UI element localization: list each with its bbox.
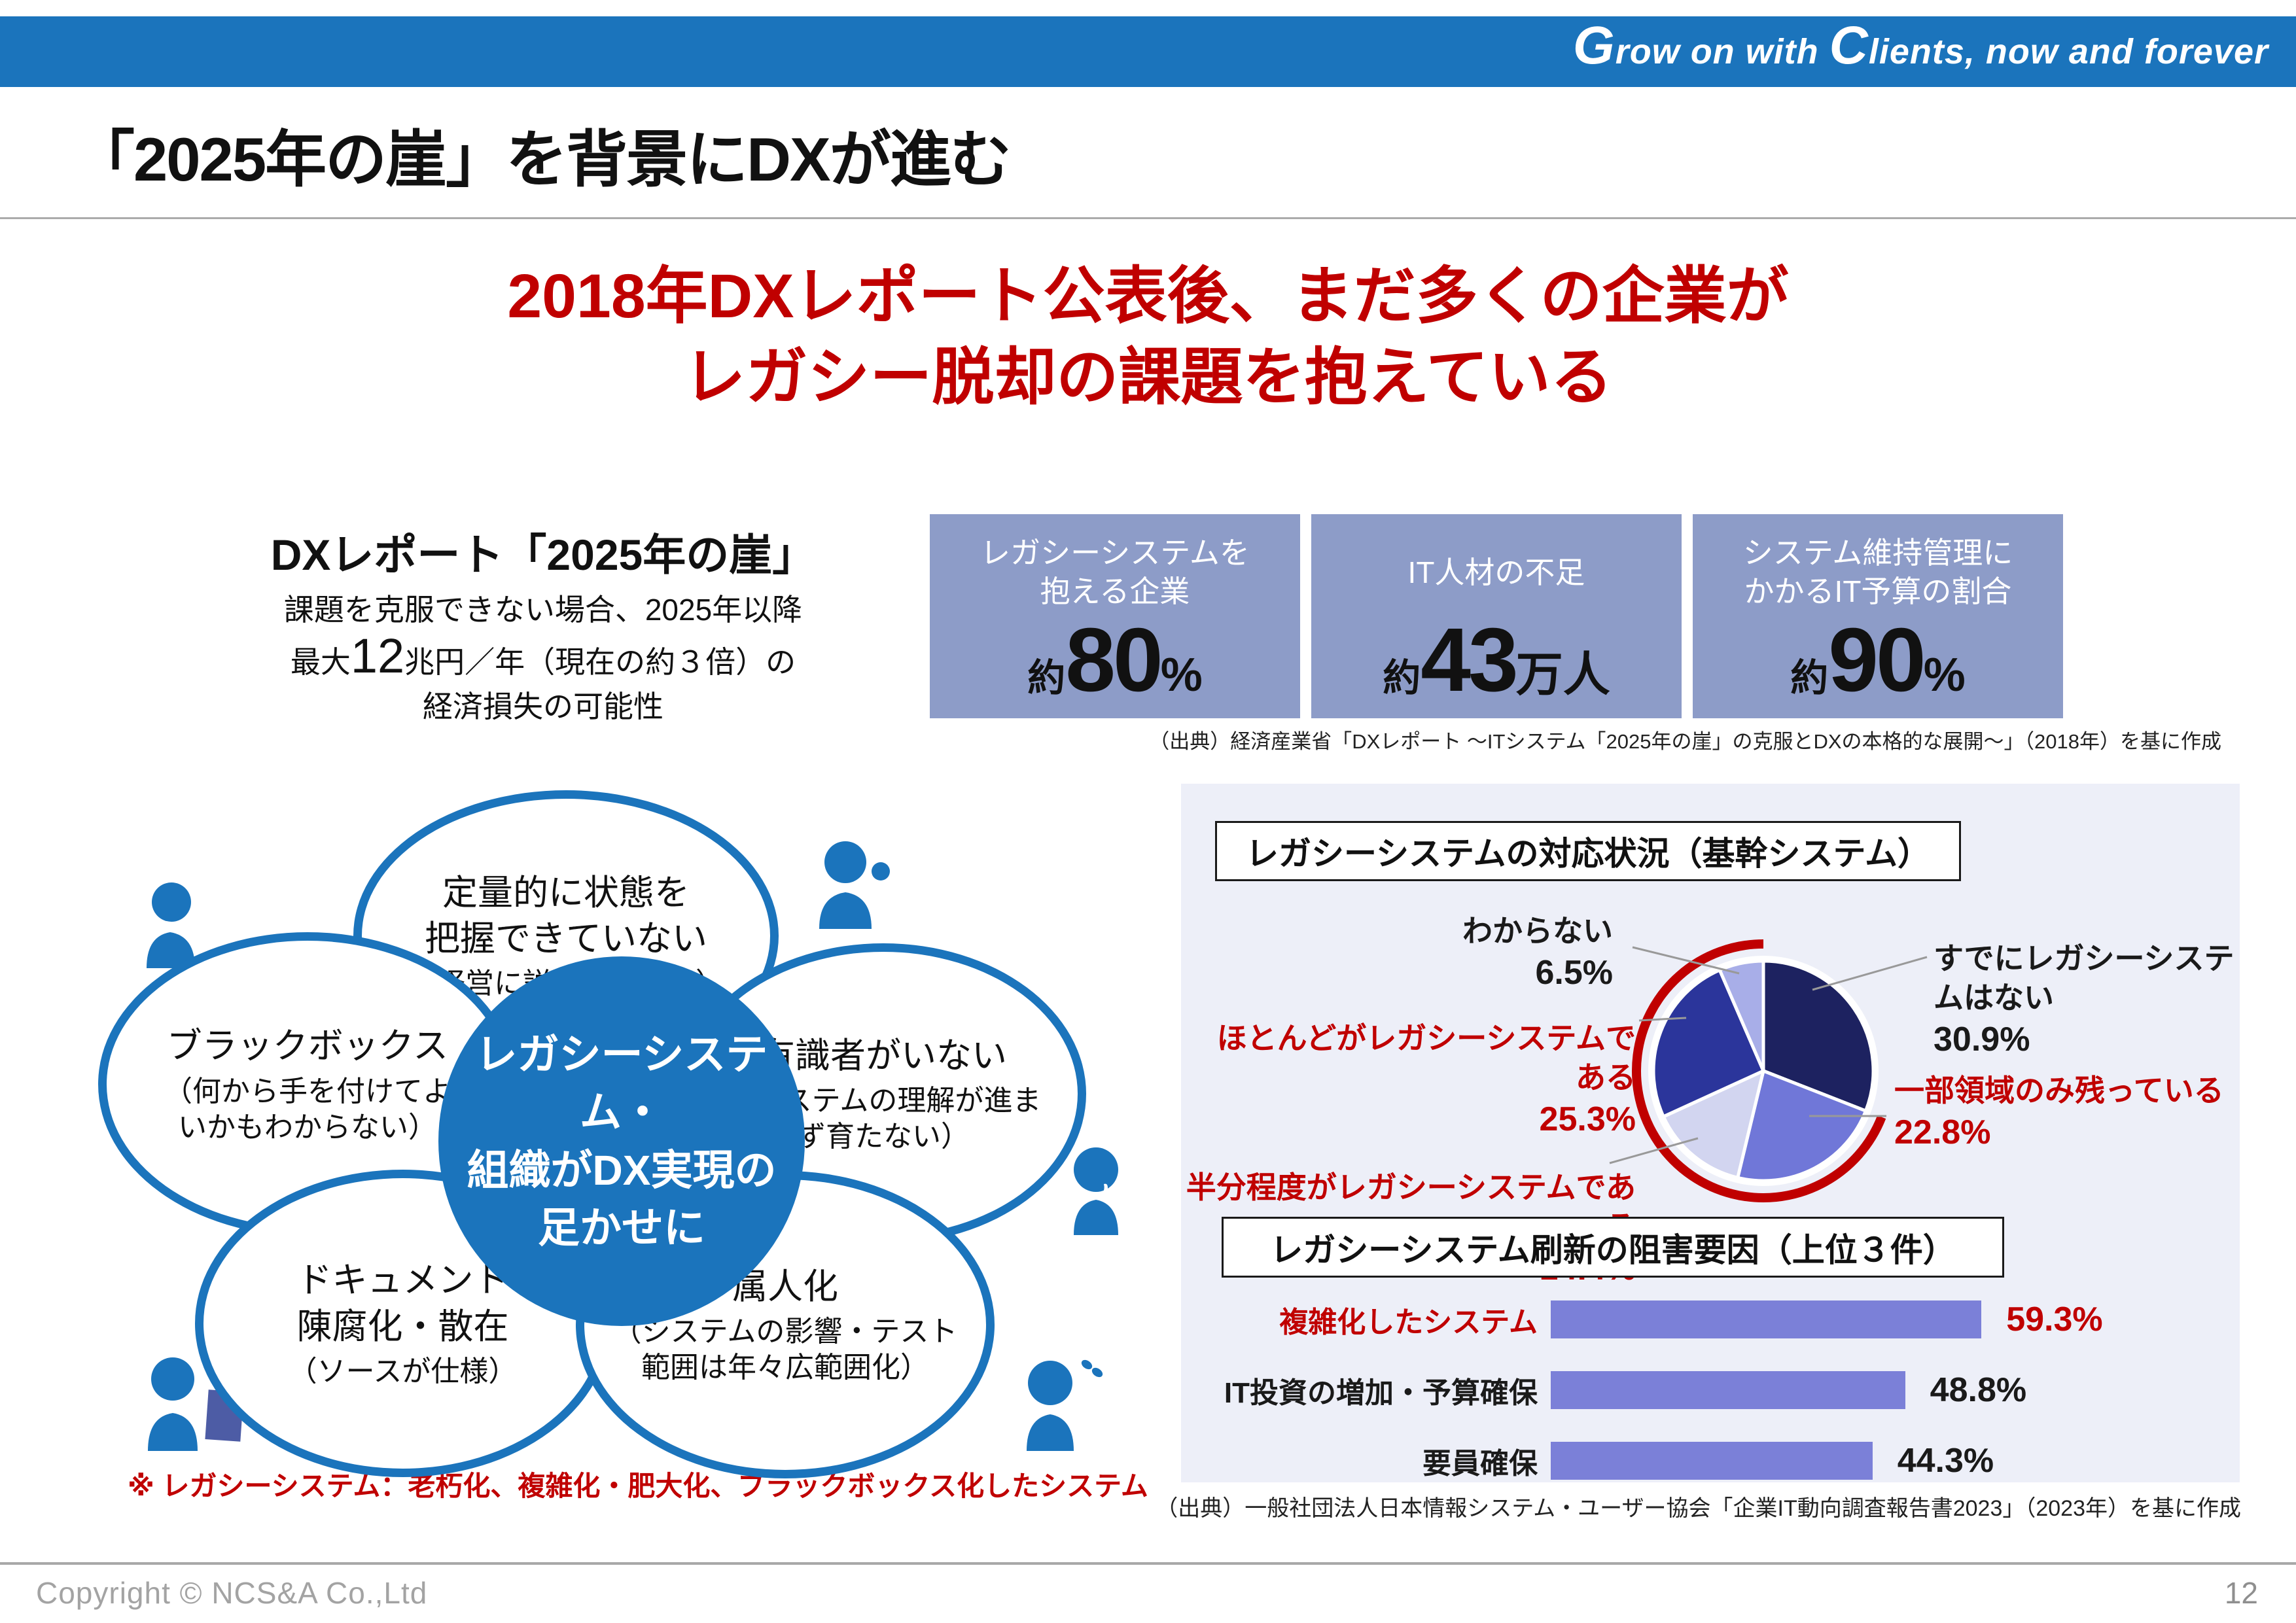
stat-box-it-shortage: IT人材の不足 約 43 万人 bbox=[1311, 514, 1682, 718]
stat-value: 43 bbox=[1421, 610, 1518, 710]
pie-label-name: ほとんどがレガシーシステムである bbox=[1216, 1021, 1636, 1094]
pie-label-no-legacy: すでにレガシーシステムはない 30.9% bbox=[1934, 939, 2241, 1062]
source-citation-juas: （出典）一般社団法人日本情報システム・ユーザー協会「企業IT動向調査報告書202… bbox=[1156, 1496, 2241, 1521]
survey-panel: レガシーシステムの対応状況（基幹システム） わからない 6.5% すでにレガシー… bbox=[1181, 784, 2240, 1482]
pie-slice-3 bbox=[1651, 968, 1765, 1119]
footer-divider bbox=[0, 1562, 2296, 1565]
title-divider bbox=[0, 217, 2296, 219]
brand-tagline-rest2: lients, now and forever bbox=[1868, 32, 2269, 71]
footer-copyright: Copyright © NCS&A Co.,Ltd bbox=[36, 1576, 428, 1610]
petal-title: 定量的に状態を 把握できていない bbox=[425, 873, 707, 958]
page-title: 「2025年の崖」を背景にDXが進む bbox=[73, 125, 1012, 194]
page-number: 12 bbox=[2224, 1576, 2258, 1610]
petal-title: 属人化 bbox=[732, 1266, 838, 1306]
dx-line2-big-number: 12 bbox=[350, 629, 405, 684]
stat-heading: レガシーシステムを 抱える企業 bbox=[980, 536, 1250, 608]
brand-tagline-g: G bbox=[1572, 16, 1616, 75]
dx-report-heading: DXレポート「2025年の崖」 bbox=[270, 531, 816, 579]
bar-value-label: 59.3% bbox=[2006, 1300, 2103, 1338]
pie-label-partial-legacy: 一部領域のみ残っている 22.8% bbox=[1894, 1072, 2234, 1155]
dx-report-line2: 最大12兆円／年（現在の約３倍）の bbox=[141, 632, 945, 684]
pie-slice-1 bbox=[1736, 1069, 1867, 1183]
bar-value-label: 48.8% bbox=[1930, 1371, 2027, 1409]
legacy-flower-diagram: 定量的に状態を 把握できていない （経営に説明できない） ブラックボックス （何… bbox=[98, 772, 1158, 1511]
stat-boxes: レガシーシステムを 抱える企業 約 80% IT人材の不足 約 43 万人 システム維… bbox=[930, 514, 2063, 718]
bar-row-complex-system: 複雑化したシステム 59.3% bbox=[1181, 1300, 2240, 1338]
pie-outline-ring bbox=[1648, 956, 1879, 1186]
bar-row-it-budget: IT投資の増加・予算確保 48.8% bbox=[1181, 1371, 2240, 1409]
pie-slice-0 bbox=[1761, 959, 1875, 1113]
bar-category-label: 要員確保 bbox=[1422, 1448, 1538, 1480]
person-icon bbox=[1011, 1353, 1109, 1451]
stat-box-it-budget: システム維持管理に かかるIT予算の割合 約 90% bbox=[1693, 514, 2063, 718]
petal-title: ブラックボックス bbox=[166, 1026, 449, 1066]
person-icon bbox=[137, 880, 203, 968]
stat-prefix: 約 bbox=[1383, 657, 1421, 699]
bar bbox=[1551, 1371, 1905, 1409]
stat-number: 約 80% bbox=[1027, 615, 1203, 705]
pie-label-unknown: わからない 6.5% bbox=[1351, 912, 1613, 995]
pie-label-value: 22.8% bbox=[1894, 1113, 1991, 1151]
dx-line2-pre: 最大 bbox=[290, 645, 351, 680]
brand-bar: Grow on with Clients, now and forever bbox=[0, 16, 2296, 87]
stat-heading: システム維持管理に かかるIT予算の割合 bbox=[1742, 536, 2013, 608]
dx-report-line1: 課題を克服できない場合、2025年以降 bbox=[283, 593, 803, 627]
headline-line1: 2018年DXレポート公表後、まだ多くの企業が bbox=[507, 262, 1789, 331]
pie-label-name: 一部領域のみ残っている bbox=[1894, 1073, 2224, 1108]
brand-tagline: Grow on with Clients, now and forever bbox=[1573, 19, 2269, 73]
dx-line2-post: 兆円／年（現在の約３倍）の bbox=[404, 645, 796, 680]
brand-tagline-rest1: row on with bbox=[1615, 32, 1829, 71]
stat-value: 90 bbox=[1828, 610, 1926, 710]
bar-row-staffing: 要員確保 44.3% bbox=[1181, 1442, 2240, 1480]
person-icon bbox=[1063, 1143, 1135, 1235]
stat-value: 80 bbox=[1065, 610, 1163, 710]
pie-label-name: わからない bbox=[1462, 914, 1613, 948]
bar-category-label: 複雑化したシステム bbox=[1279, 1306, 1538, 1338]
pie-leader-lines bbox=[1609, 946, 1928, 1164]
stat-suffix: % bbox=[1923, 649, 1966, 701]
source-citation-meti: （出典）経済産業省「DXレポート ～ITシステム「2025年の崖」の克服とDXの… bbox=[1149, 730, 2221, 753]
bar-value-label: 44.3% bbox=[1897, 1442, 1994, 1480]
pie-label-name: すでにレガシーシステムはない bbox=[1934, 941, 2234, 1015]
bar bbox=[1551, 1300, 1982, 1338]
brand-tagline-c: C bbox=[1829, 16, 1869, 75]
stat-suffix: 万人 bbox=[1515, 649, 1610, 701]
petal-title: ドキュメント 陳腐化・散在 bbox=[296, 1261, 509, 1346]
pie-slice-4 bbox=[1718, 959, 1765, 1073]
bar-category-label: IT投資の増加・予算確保 bbox=[1224, 1377, 1538, 1409]
bar-chart-title: レガシーシステム刷新の阻害要因（上位３件） bbox=[1222, 1217, 2004, 1278]
petal-note: （ソースが仕様） bbox=[288, 1355, 518, 1387]
legacy-definition-note: ※ レガシーシステム：老朽化、複雑化・肥大化、ブラックボックス化したシステム bbox=[128, 1471, 1148, 1501]
stat-heading: IT人材の不足 bbox=[1407, 555, 1585, 589]
bar bbox=[1551, 1442, 1873, 1480]
petal-note: （何から手を付けてよ いかもわからない） bbox=[164, 1075, 451, 1143]
stat-number: 約 90% bbox=[1790, 615, 1966, 705]
obstacle-bar-chart: 複雑化したシステム 59.3% IT投資の増加・予算確保 48.8% 要員確保 … bbox=[1181, 1300, 2240, 1480]
pie-label-value: 25.3% bbox=[1539, 1100, 1636, 1138]
stat-prefix: 約 bbox=[1790, 657, 1829, 699]
stat-number: 約 43 万人 bbox=[1383, 615, 1610, 705]
stat-prefix: 約 bbox=[1027, 657, 1066, 699]
headline-line2: レガシー脱却の課題を抱えている bbox=[683, 342, 1613, 412]
dx-report-line3: 経済損失の可能性 bbox=[423, 689, 663, 724]
flower-center-label: レガシーシステム・ 組織がDX実現の 足かせに bbox=[438, 956, 805, 1326]
dx-report-body: 課題を克服できない場合、2025年以降 最大12兆円／年（現在の約３倍）の 経済… bbox=[141, 587, 945, 729]
headline: 2018年DXレポート公表後、まだ多くの企業が レガシー脱却の課題を抱えている bbox=[0, 256, 2296, 418]
stat-suffix: % bbox=[1160, 649, 1203, 701]
person-icon bbox=[811, 837, 896, 929]
pie-label-value: 30.9% bbox=[1934, 1020, 2030, 1058]
pie-chart-title: レガシーシステムの対応状況（基幹システム） bbox=[1215, 821, 1961, 881]
pie-label-value: 6.5% bbox=[1535, 953, 1613, 992]
legacy-highlight-arc bbox=[1632, 939, 1886, 1202]
petal-note: （システムの影響・テスト 範囲は年々広範囲化） bbox=[612, 1316, 958, 1384]
stat-box-legacy-companies: レガシーシステムを 抱える企業 約 80% bbox=[930, 514, 1300, 718]
pie-slice-2 bbox=[1661, 1069, 1765, 1179]
pie-label-mostly-legacy: ほとんどがレガシーシステムである 25.3% bbox=[1188, 1019, 1636, 1142]
